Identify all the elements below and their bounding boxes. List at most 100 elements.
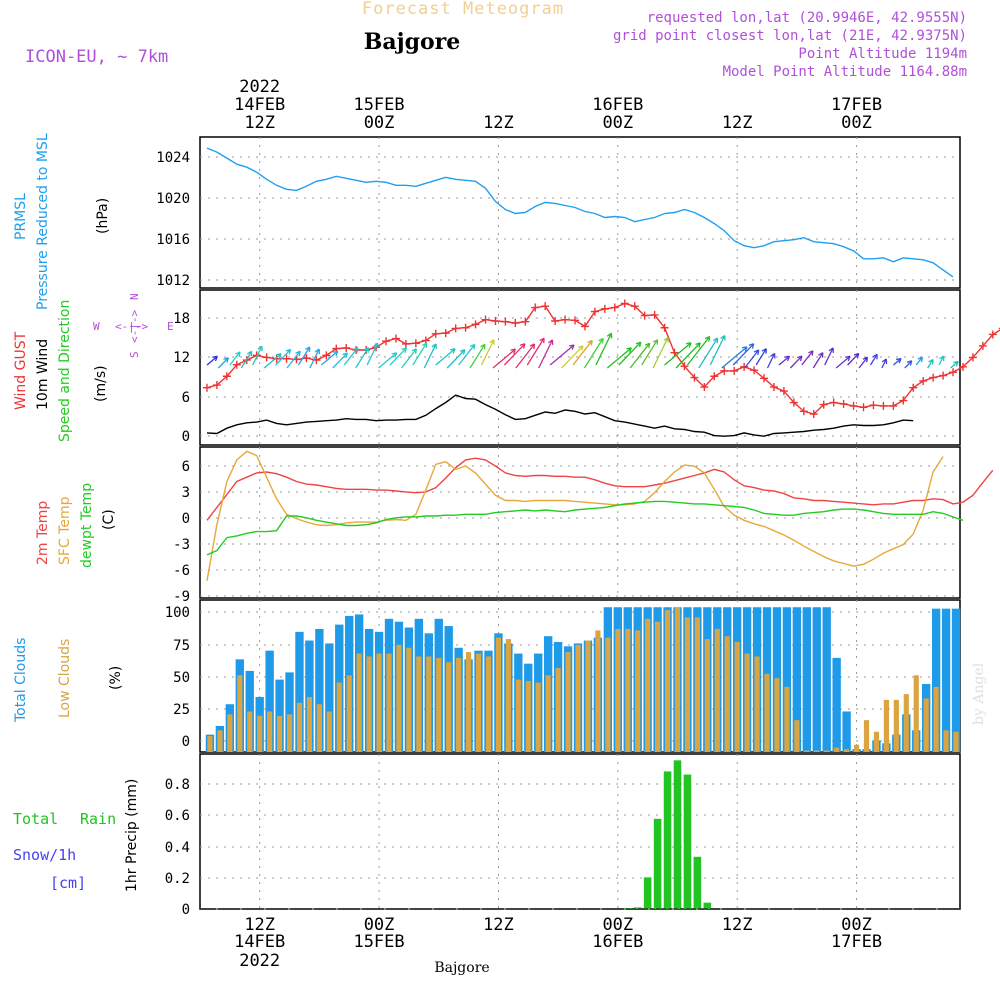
wind-arrow: [286, 350, 301, 369]
gust-marker: [899, 396, 908, 405]
gust-marker: [232, 360, 241, 369]
wind-arrow: [618, 341, 642, 366]
requested-coords: requested lon,lat (20.9946E, 42.9555N): [647, 10, 967, 26]
low-cloud-bar: [724, 636, 730, 752]
wind-arrow-head: [373, 342, 379, 349]
low-cloud-bar: [276, 715, 283, 752]
low-cloud-bar: [645, 618, 651, 752]
rain-bar: [693, 856, 702, 909]
point-altitude: Point Altitude 1194m: [798, 46, 967, 62]
low-cloud-bar: [376, 653, 382, 752]
total-cloud-bar: [305, 640, 314, 752]
compass-w: W: [93, 320, 100, 333]
wind-arrow-head: [928, 358, 934, 365]
gust-marker: [391, 334, 400, 343]
wind-arrow-shaft: [595, 333, 612, 366]
total-cloud-bar: [295, 631, 304, 752]
wind-arrow-shaft: [801, 350, 814, 366]
bottom-date-label: 16FEB: [592, 932, 643, 952]
gust-marker: [461, 323, 470, 332]
wind-arrow: [217, 357, 229, 369]
wind-arrow-shaft: [320, 350, 339, 366]
top-hour-label: 12Z: [244, 113, 275, 133]
low-cloud-bar: [834, 747, 840, 752]
compass-arrow-h: <-|->: [115, 320, 148, 333]
wind-arrow: [503, 343, 526, 366]
wind-arrow: [595, 332, 613, 366]
y-tick-label: -6: [173, 563, 190, 579]
wind-arrow-shaft: [824, 347, 834, 366]
wind-arrow-head: [353, 346, 359, 353]
wind-arrow: [892, 357, 902, 366]
wind-arrow-head: [917, 356, 924, 363]
wind-arrow-shaft: [458, 344, 476, 366]
wind-arrow-shaft: [778, 355, 790, 366]
model-altitude: Model Point Altitude 1164.88m: [723, 64, 967, 80]
low-cloud-bar: [933, 686, 939, 752]
wind-arrow-head: [529, 343, 536, 350]
wind-arrow: [229, 351, 241, 366]
gust-marker: [322, 351, 331, 360]
compass-rose: N S W E <-|-> <-|->: [93, 293, 174, 358]
low-cloud-bar: [893, 699, 899, 752]
wind-arrow-shaft: [389, 347, 407, 366]
wind-arrow-shaft: [503, 343, 526, 366]
y-tick-label: 0.6: [165, 808, 190, 824]
low-cloud-bar: [615, 628, 621, 752]
y-tick-label: 75: [173, 638, 190, 654]
gust-marker: [839, 399, 848, 408]
low-cloud-bar: [306, 696, 313, 752]
gust-marker: [580, 322, 589, 331]
total-cloud-bar: [941, 608, 951, 752]
prmsl-line: [206, 147, 954, 278]
low-cloud-bar: [853, 744, 860, 752]
wind-arrow: [824, 347, 834, 366]
temperature-panel: 6 3 0 -3 -6 -9: [173, 446, 994, 605]
wind-arrow-head: [845, 355, 851, 362]
wind-arrow: [355, 347, 370, 369]
wind-unit: (m/s): [93, 365, 109, 402]
wind-arrow-shaft: [744, 349, 760, 369]
wind-label: 10m Wind: [35, 339, 51, 410]
bottom-date-label: 15FEB: [353, 932, 404, 952]
low-cloud-bar: [903, 694, 909, 752]
low-cloud-bar: [535, 682, 541, 752]
wind-arrow-shaft: [549, 344, 575, 366]
wind-dir-label: Speed and Direction: [57, 300, 73, 442]
total-clouds-label: Total Clouds: [13, 638, 29, 723]
gust-marker: [859, 403, 868, 412]
low-cloud-bar: [804, 750, 810, 752]
wind-arrow: [297, 346, 311, 366]
wind-arrow-shaft: [526, 337, 545, 366]
total-cloud-bar: [265, 650, 274, 752]
tsfc-label: SFC Temp: [57, 496, 73, 565]
wind-arrow-head: [853, 352, 860, 359]
10m-wind-line: [206, 394, 914, 437]
low-cloud-bar: [595, 630, 601, 752]
top-hour-label: 00Z: [364, 113, 395, 133]
total-cloud-bar: [792, 607, 802, 752]
low-cloud-bar: [456, 657, 462, 752]
wind-arrow-head: [547, 339, 554, 345]
wind-arrow: [252, 345, 263, 366]
dewpt-temp-line: [206, 500, 964, 556]
wind-arrow: [572, 339, 593, 366]
low-cloud-bar: [356, 653, 362, 752]
wind-arrow-head: [247, 350, 253, 357]
gust-marker: [889, 401, 898, 410]
wind-arrow-head: [401, 347, 408, 354]
wind-arrow-head: [663, 337, 669, 343]
wind-arrow: [641, 339, 659, 366]
total-cloud-bar: [931, 608, 941, 752]
wind-arrow-shaft: [561, 345, 584, 369]
low-cloud-bar: [227, 714, 233, 752]
wind-arrow-head: [421, 342, 428, 349]
wind-arrow-head: [939, 355, 945, 362]
total-cloud-bar: [951, 608, 961, 752]
wind-arrow-head: [818, 352, 824, 358]
panel-frame: [199, 753, 961, 910]
total-cloud-bar: [285, 672, 294, 752]
low-cloud-bar: [913, 675, 919, 752]
total-rain-total: Total: [13, 810, 58, 828]
gust-marker: [650, 310, 659, 319]
